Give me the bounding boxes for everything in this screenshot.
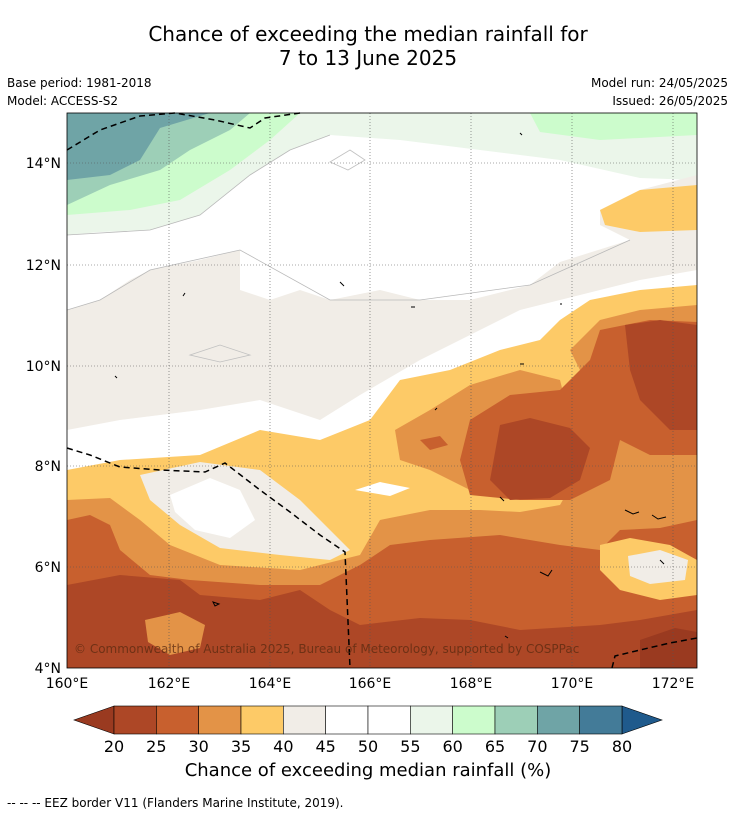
region-45-55-south [170,478,255,538]
colorbar-tick-label: 30 [188,737,208,756]
colorbar-swatch [325,705,369,735]
colorbar-tick-label: 25 [146,737,166,756]
colorbar-swatch [367,705,411,735]
lat-label: 14°N [26,156,61,172]
colorbar-swatch [410,705,453,735]
colorbar-swatch [579,705,623,735]
colorbar-tick-label: 70 [527,737,547,756]
colorbar-swatch [537,705,580,735]
forecast-map: © Commonwealth of Australia 2025, Bureau… [26,112,698,756]
eez-border [66,112,698,669]
model-text: Model: ACCESS-S2 [7,94,119,108]
colorbar-swatch [198,705,242,735]
colorbar-swatch [113,705,157,735]
issued-text: Issued: 26/05/2025 [612,94,728,108]
colorbar-under-arrow [73,705,115,735]
lon-label: 160°E [46,676,89,692]
graticule [67,113,697,668]
longitude-labels: 160°E 162°E 164°E 166°E 168°E 170°E 172°… [46,676,695,692]
colorbar-tick-label: 35 [231,737,251,756]
region-20-25-center [490,418,590,500]
region-35-40-northeast [600,185,697,232]
region-20-25-south [67,575,697,668]
meta-left: Base period: 1981-2018 Model: ACCESS-S2 [7,74,152,110]
colorbar-swatch [156,705,199,735]
lat-label: 4°N [35,661,61,677]
lat-label: 8°N [35,459,61,475]
region-below-20 [640,628,697,668]
islands [114,132,667,639]
colorbar-tick-label: 50 [358,737,378,756]
map-title-line2: 7 to 13 June 2025 [278,46,458,70]
meta-right: Model run: 24/05/2025 Issued: 26/05/2025 [591,74,728,110]
lon-label: 172°E [652,676,695,692]
contour-line [329,149,366,171]
map-plot-area [67,113,697,668]
contour-line [67,239,631,311]
lat-label: 10°N [26,359,61,375]
colorbar-title: Chance of exceeding median rainfall (%) [184,760,552,781]
eez-footnote: -- -- -- EEZ border V11 (Flanders Marine… [7,796,344,810]
region-40-45 [67,175,697,430]
colorbar-over-arrow [621,705,663,735]
lon-label: 162°E [148,676,191,692]
colorbar-tick-label: 55 [400,737,420,756]
colorbar-tick-label: 60 [442,737,462,756]
colorbar-swatch [452,705,496,735]
colorbar-tick-label: 65 [485,737,505,756]
colorbar-swatch [494,705,538,735]
colorbar: 20 25 30 35 40 45 50 55 60 65 70 75 80 [73,705,663,756]
latitude-labels: 14°N 12°N 10°N 8°N 6°N 4°N [26,156,61,677]
lat-label: 12°N [26,258,61,274]
colorbar-tick-label: 75 [569,737,589,756]
lon-label: 170°E [551,676,594,692]
region-30-35-south [145,612,205,655]
map-title-line1: Chance of exceeding the median rainfall … [148,22,588,46]
lon-label: 168°E [450,676,493,692]
colorbar-tick-label: 80 [612,737,632,756]
model-run-text: Model run: 24/05/2025 [590,76,728,90]
map-frame [66,112,698,669]
contour-line [67,134,331,236]
colorbar-swatch [283,705,326,735]
lat-label: 6°N [35,560,61,576]
lon-label: 164°E [249,676,292,692]
region-45-50-hole [490,232,545,262]
contour-line [188,344,252,363]
lon-label: 166°E [349,676,392,692]
region-45-55-strip [355,482,410,496]
region-25-30-spot [420,436,448,450]
copyright-notice: © Commonwealth of Australia 2025, Bureau… [74,642,579,656]
colorbar-swatch [240,705,284,735]
region-20-25-east [625,320,697,430]
colorbar-tick-label: 20 [104,737,124,756]
colorbar-tick-label: 40 [273,737,293,756]
base-period-text: Base period: 1981-2018 [7,76,152,90]
colorbar-tick-label: 45 [315,737,335,756]
